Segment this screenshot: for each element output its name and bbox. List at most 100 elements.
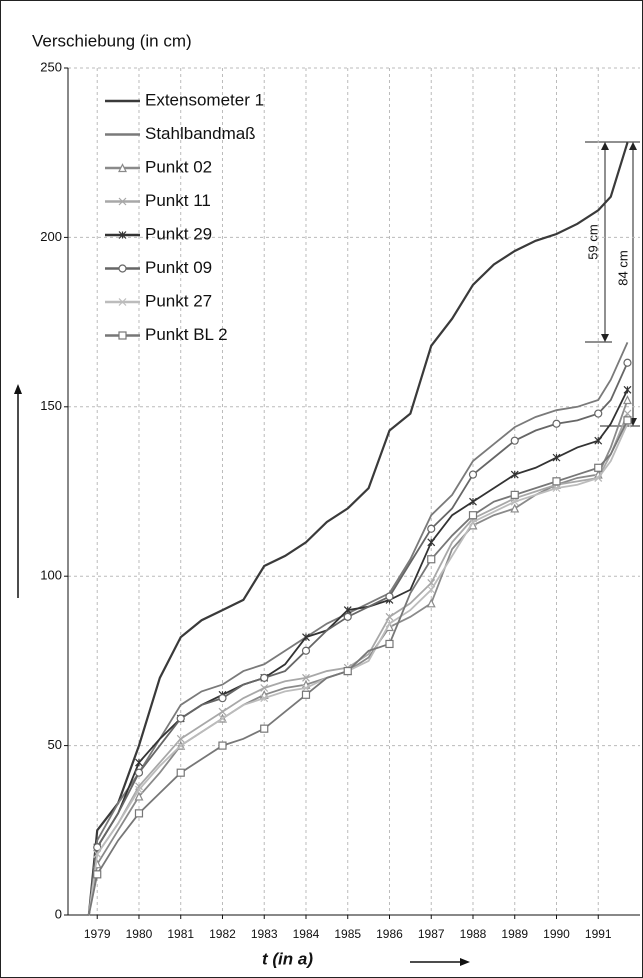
marker xyxy=(623,358,632,367)
line xyxy=(87,142,629,916)
x-tick-label: 1984 xyxy=(293,927,320,941)
marker xyxy=(385,612,394,621)
marker xyxy=(118,298,127,306)
line xyxy=(87,342,629,916)
marker xyxy=(510,470,519,479)
marker xyxy=(176,714,185,723)
x-tick-label: 1990 xyxy=(543,927,570,941)
marker xyxy=(302,633,310,642)
marker xyxy=(426,598,436,608)
marker xyxy=(623,395,632,405)
x-tick-label: 1981 xyxy=(167,927,194,941)
marker xyxy=(93,870,102,879)
marker xyxy=(552,484,561,493)
marker xyxy=(594,436,603,445)
marker xyxy=(552,419,561,428)
marker xyxy=(301,690,311,699)
marker xyxy=(218,741,227,750)
marker xyxy=(510,436,519,445)
marker xyxy=(427,555,436,564)
line xyxy=(87,419,629,916)
marker xyxy=(468,511,478,520)
marker xyxy=(594,474,603,482)
line xyxy=(87,362,629,916)
axis-arrows xyxy=(14,384,470,966)
marker xyxy=(260,684,269,692)
marker xyxy=(343,612,352,621)
marker xyxy=(302,684,310,692)
y-axis-title: Verschiebung (in cm) xyxy=(32,31,192,50)
marker xyxy=(343,606,352,615)
y-tick-label: 100 xyxy=(40,568,62,583)
marker xyxy=(623,409,632,418)
x-tick-label: 1982 xyxy=(209,927,236,941)
marker xyxy=(218,694,227,703)
marker xyxy=(118,163,127,173)
marker xyxy=(93,850,102,858)
marker xyxy=(510,490,519,499)
legend-label: Punkt 09 xyxy=(145,258,212,277)
marker xyxy=(427,524,436,533)
x-tick-label: 1987 xyxy=(418,927,445,941)
x-tick-label: 1989 xyxy=(501,927,528,941)
marker xyxy=(134,768,144,777)
marker xyxy=(623,385,632,394)
marker xyxy=(469,518,477,526)
legend-label: Stahlbandmaß xyxy=(145,124,256,143)
x-tick-label: 1986 xyxy=(376,927,403,941)
marker xyxy=(134,791,144,801)
marker xyxy=(427,538,436,547)
y-tick-label: 0 xyxy=(55,906,62,921)
line xyxy=(87,399,629,916)
marker xyxy=(594,409,603,418)
marker xyxy=(135,758,143,767)
x-tick-label: 1988 xyxy=(460,927,487,941)
annotation: 84 cm xyxy=(615,250,630,285)
x-axis-title: t (in a) xyxy=(262,949,313,968)
marker xyxy=(118,231,127,239)
marker xyxy=(510,503,520,513)
x-tick-label: 1983 xyxy=(251,927,278,941)
marker xyxy=(469,497,477,506)
line xyxy=(87,423,629,916)
marker xyxy=(468,470,478,479)
marker xyxy=(134,809,144,818)
marker xyxy=(385,639,394,649)
x-tick-label: 1980 xyxy=(126,927,153,941)
legend-label: Punkt 27 xyxy=(145,291,212,310)
legend-label: Extensometer 1 xyxy=(145,90,264,109)
x-tick-label: 1991 xyxy=(585,927,612,941)
x-tick-label: 1985 xyxy=(334,927,361,941)
marker xyxy=(176,768,185,777)
marker xyxy=(302,673,310,682)
y-tick-label: 200 xyxy=(40,229,62,244)
y-tick-label: 150 xyxy=(40,398,62,413)
marker xyxy=(343,666,352,676)
legend-label: Punkt 29 xyxy=(145,224,212,243)
marker xyxy=(118,197,127,206)
marker xyxy=(218,707,227,716)
marker xyxy=(427,585,436,594)
marker xyxy=(176,734,185,743)
marker xyxy=(385,619,394,628)
marker xyxy=(552,477,561,486)
marker xyxy=(118,331,127,340)
y-tick-label: 250 xyxy=(40,59,62,74)
marker xyxy=(135,782,143,791)
marker xyxy=(93,843,102,852)
marker xyxy=(301,646,311,655)
marker xyxy=(176,741,185,750)
line xyxy=(87,389,629,916)
x-tick-label: 1979 xyxy=(84,927,111,941)
marker xyxy=(260,724,269,733)
marker xyxy=(623,416,632,425)
annotation: 59 cm xyxy=(585,224,600,259)
marker xyxy=(118,264,127,273)
marker xyxy=(135,785,143,794)
legend-label: Punkt 11 xyxy=(145,191,211,210)
legend-label: Punkt BL 2 xyxy=(145,325,228,344)
marker xyxy=(260,673,269,682)
marker xyxy=(385,592,394,601)
dimension-lines xyxy=(585,141,640,427)
